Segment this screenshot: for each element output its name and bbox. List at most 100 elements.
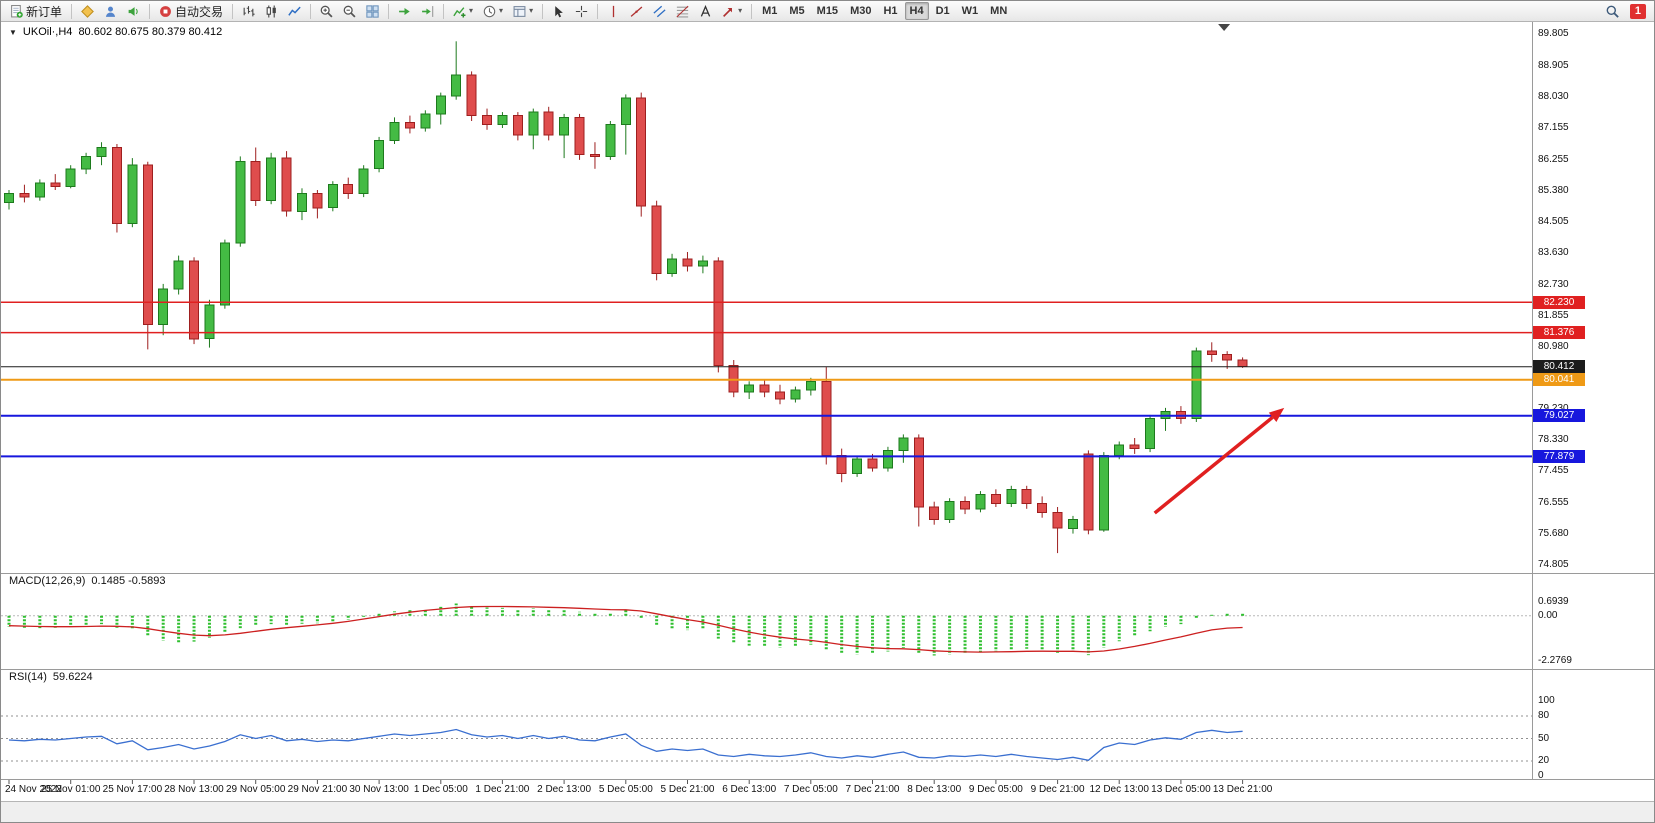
candle-body xyxy=(929,506,940,520)
scroll-anchor-icon[interactable] xyxy=(1218,24,1231,31)
candle-body xyxy=(389,122,400,141)
candle-body xyxy=(651,205,662,274)
candle-body xyxy=(605,124,616,157)
timeframe-m30-button[interactable]: M30 xyxy=(850,5,872,17)
chart-bars-button[interactable] xyxy=(238,1,259,21)
toolbar: 新订单 自动交易 ▾ ▾ ▾ ▾ M1 M5 M15 M30 H1 H4 D1 W1 MN 1 xyxy=(1,1,1654,22)
candle-body xyxy=(1222,354,1233,361)
search-icon xyxy=(1606,5,1619,18)
auto-scroll-button[interactable] xyxy=(394,1,415,21)
sounds-icon xyxy=(128,6,138,16)
candle-body xyxy=(852,458,863,474)
trend-arrow-annotation[interactable] xyxy=(1153,407,1285,515)
trendline-button[interactable] xyxy=(626,1,647,21)
auto-trading-label: 自动交易 xyxy=(175,4,224,19)
zoom-in-button[interactable] xyxy=(316,1,337,21)
candle-body xyxy=(435,95,446,115)
auto-trading-icon xyxy=(160,5,171,17)
crosshair-icon xyxy=(575,5,588,17)
candle-body xyxy=(451,74,462,97)
cursor-icon xyxy=(555,5,563,17)
candle-body xyxy=(312,193,323,209)
text-button[interactable] xyxy=(695,1,716,21)
candle-body xyxy=(19,193,30,198)
auto-trading-button[interactable]: 自动交易 xyxy=(155,1,227,21)
market-watch-button[interactable] xyxy=(100,1,121,21)
cursor-button[interactable] xyxy=(548,1,569,21)
periods-button[interactable]: ▾ xyxy=(479,1,507,21)
timeframe-w1-button[interactable]: W1 xyxy=(961,5,979,17)
periods-dropdown-caret-icon: ▾ xyxy=(499,6,504,15)
candle-body xyxy=(404,122,415,129)
chart-shift-button[interactable] xyxy=(417,1,438,21)
time-axis[interactable] xyxy=(1,780,1532,801)
candle-body xyxy=(111,147,122,225)
candle-body xyxy=(142,164,153,326)
candle-body xyxy=(898,437,909,451)
candle-body xyxy=(1145,418,1156,450)
zoom-out-button[interactable] xyxy=(339,1,360,21)
price-axis[interactable] xyxy=(1533,22,1654,780)
candle-body xyxy=(590,154,600,157)
candle-body xyxy=(466,74,477,117)
chart-candles-button[interactable] xyxy=(261,1,282,21)
timeframe-mn-button[interactable]: MN xyxy=(990,5,1008,17)
text-icon xyxy=(700,4,711,17)
arrows-button[interactable]: ▾ xyxy=(718,1,746,21)
candle-body xyxy=(713,260,724,366)
channel-icon xyxy=(653,5,666,17)
candle-body xyxy=(158,288,169,326)
candle-body xyxy=(50,182,61,187)
candle-body xyxy=(327,184,338,209)
toolbar-separator xyxy=(310,3,312,19)
templates-icon xyxy=(513,5,526,17)
candle-body xyxy=(219,242,230,306)
indicators-icon xyxy=(453,6,466,17)
arrows-icon xyxy=(723,7,733,17)
timeframe-h4-button[interactable]: H4 xyxy=(904,2,929,20)
search-button[interactable] xyxy=(1602,1,1623,21)
candle-body xyxy=(1068,518,1078,529)
chart-line-button[interactable] xyxy=(284,1,305,21)
candle-body xyxy=(266,157,277,202)
channel-button[interactable] xyxy=(649,1,670,21)
candle-body xyxy=(65,168,76,188)
notification-badge[interactable]: 1 xyxy=(1629,3,1646,19)
candle-body xyxy=(1129,444,1140,449)
candle-body xyxy=(235,161,246,244)
templates-button[interactable]: ▾ xyxy=(509,1,537,21)
toolbar-separator xyxy=(232,3,234,19)
toolbar-separator xyxy=(542,3,544,19)
vertical-line-button[interactable] xyxy=(603,1,624,21)
sounds-button[interactable] xyxy=(123,1,144,21)
candle-body xyxy=(204,304,215,340)
metaeditor-button[interactable] xyxy=(77,1,98,21)
candle-body xyxy=(620,97,631,126)
metaeditor-icon xyxy=(81,4,94,18)
new-order-button[interactable]: 新订单 xyxy=(6,1,66,21)
candle-body xyxy=(1021,488,1032,504)
vertical-line-icon xyxy=(612,5,615,17)
timeframe-m5-button[interactable]: M5 xyxy=(789,5,805,17)
candle-body xyxy=(1052,511,1063,529)
fibonacci-icon xyxy=(676,5,689,17)
candle-body xyxy=(189,260,199,340)
zoom-in-icon xyxy=(320,5,333,18)
chart-line-icon xyxy=(288,6,301,16)
indicators-button[interactable]: ▾ xyxy=(449,1,477,21)
crosshair-button[interactable] xyxy=(571,1,592,21)
fibonacci-button[interactable] xyxy=(672,1,693,21)
timeframe-m15-button[interactable]: M15 xyxy=(816,5,839,17)
candle-body xyxy=(81,155,92,170)
candle-body xyxy=(512,115,523,136)
timeframe-m1-button[interactable]: M1 xyxy=(762,5,778,17)
candle-body xyxy=(1114,444,1125,457)
candle-body xyxy=(574,116,585,156)
timeframe-d1-button[interactable]: D1 xyxy=(935,5,950,17)
tile-windows-button[interactable] xyxy=(362,1,383,21)
candle-body xyxy=(882,449,893,469)
timeframe-h1-button[interactable]: H1 xyxy=(883,5,898,17)
toolbar-separator xyxy=(597,3,599,19)
candle-body xyxy=(358,168,369,195)
